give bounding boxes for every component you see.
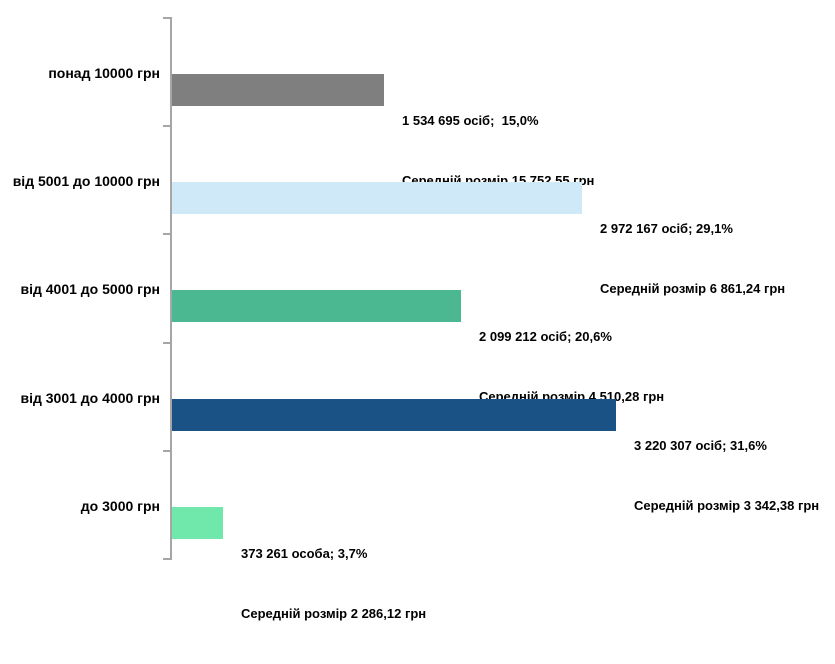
annotation-line-2: Середній розмір 3 342,38 грн (634, 498, 820, 513)
axis-tick (163, 17, 172, 19)
annotation-line-1: 1 534 695 осіб; 15,0% (402, 113, 539, 128)
bar (172, 290, 461, 322)
category-label: від 4001 до 5000 грн (20, 281, 160, 297)
chart-row: від 5001 до 10000 грн 2 972 167 осіб; 29… (0, 126, 835, 297)
annotation-line-1: 2 099 212 осіб; 20,6% (479, 329, 612, 344)
bar-annotation: 2 972 167 осіб; 29,1% Середній розмір 6 … (600, 179, 785, 339)
category-axis-line (170, 18, 172, 559)
annotation-line-1: 2 972 167 осіб; 29,1% (600, 221, 733, 236)
category-label: від 5001 до 10000 грн (12, 173, 160, 189)
axis-tick (163, 450, 172, 452)
chart-row: від 4001 до 5000 грн 2 099 212 осіб; 20,… (0, 234, 835, 405)
pension-distribution-bar-chart: понад 10000 грн 1 534 695 осіб; 15,0% Се… (0, 17, 835, 622)
axis-tick (163, 233, 172, 235)
annotation-line-2: Середній розмір 2 286,12 грн (241, 606, 427, 621)
chart-row: понад 10000 грн 1 534 695 осіб; 15,0% Се… (0, 18, 835, 189)
annotation-line-2: Середній розмір 6 861,24 грн (600, 281, 786, 296)
annotation-line-1: 3 220 307 осіб; 31,6% (634, 438, 767, 453)
annotation-line-1: 373 261 особа; 3,7% (241, 546, 368, 561)
chart-row: до 3000 грн 373 261 особа; 3,7% Середній… (0, 451, 835, 622)
axis-tick (163, 125, 172, 127)
axis-tick (163, 558, 172, 560)
chart-row: від 3001 до 4000 грн 3 220 307 осіб; 31,… (0, 343, 835, 514)
bar-annotation: 373 261 особа; 3,7% Середній розмір 2 28… (241, 504, 426, 664)
bar (172, 507, 223, 539)
bar (172, 74, 384, 106)
category-label: до 3000 грн (80, 498, 160, 514)
bar (172, 399, 616, 431)
bar-annotation: 3 220 307 осіб; 31,6% Середній розмір 3 … (634, 396, 819, 556)
bar (172, 182, 582, 214)
axis-tick (163, 342, 172, 344)
category-label: від 3001 до 4000 грн (20, 390, 160, 406)
category-label: понад 10000 грн (48, 65, 160, 81)
